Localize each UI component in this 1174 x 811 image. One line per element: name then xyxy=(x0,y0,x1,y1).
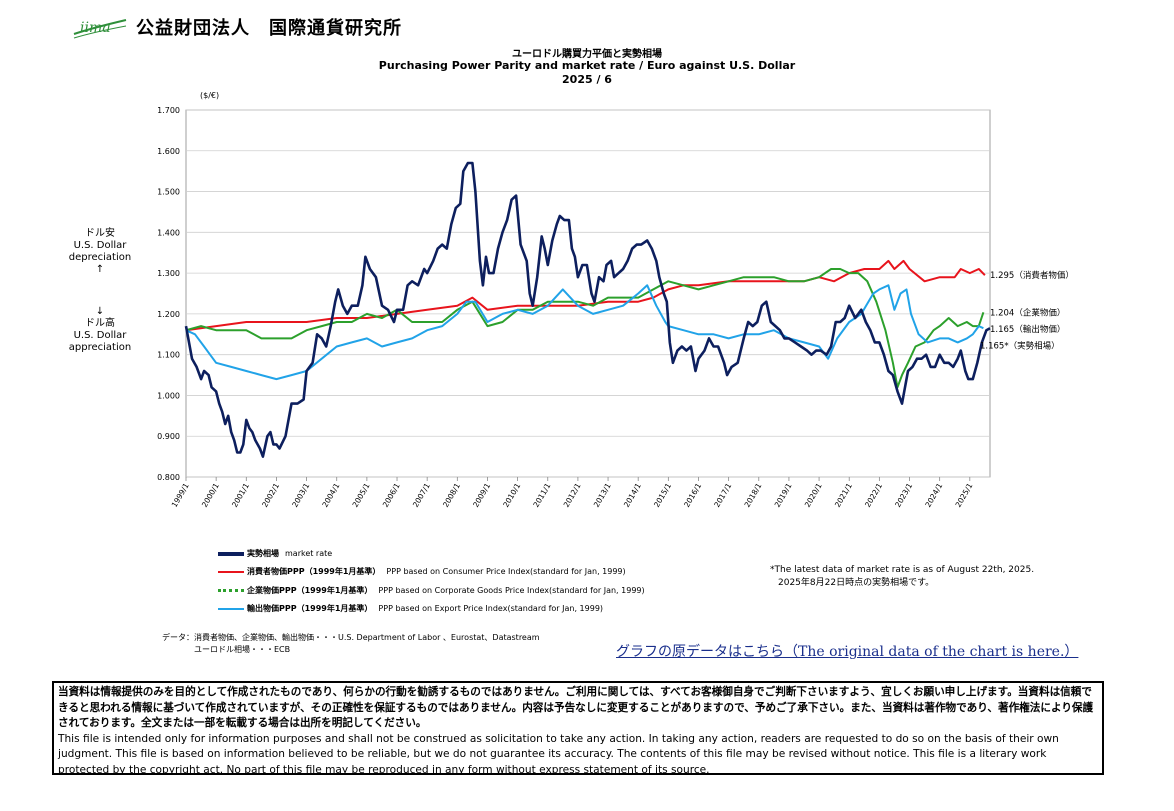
logo-text: iima xyxy=(80,20,111,36)
y-tick-label: 1.000 xyxy=(157,391,180,400)
y-tick-label: 1.700 xyxy=(157,106,180,115)
y-tick-label: 1.300 xyxy=(157,269,180,278)
x-tick-label: 2006/1 xyxy=(381,481,402,509)
end-value-label: 1.295（消費者物価） xyxy=(990,270,1074,281)
x-tick-label: 2019/1 xyxy=(773,481,794,509)
x-tick-label: 2010/1 xyxy=(501,481,522,509)
x-tick-label: 2014/1 xyxy=(622,481,643,509)
x-tick-label: 2023/1 xyxy=(893,481,914,509)
x-tick-label: 2005/1 xyxy=(351,481,372,509)
end-value-label: 1.204（企業物価） xyxy=(990,307,1065,318)
legend-item-cpi-ppp: 消費者物価PPP（1999年1月基準） PPP based on Consumer… xyxy=(218,566,626,577)
x-tick-label: 2002/1 xyxy=(260,481,281,509)
x-tick-label: 1999/1 xyxy=(170,481,191,509)
x-tick-label: 2018/1 xyxy=(743,481,764,509)
x-tick-label: 2004/1 xyxy=(320,481,341,509)
x-tick-label: 2016/1 xyxy=(682,481,703,509)
data-source: データ：消費者物価、企業物価、輸出物価・・・U.S. Department of… xyxy=(162,633,540,654)
x-tick-label: 2024/1 xyxy=(923,481,944,509)
latest-data-note: *The latest data of market rate is as of… xyxy=(770,565,1035,588)
legend-item-market-rate: 実勢相場 market rate xyxy=(218,548,332,559)
disclaimer-jp: 当資料は情報提供のみを目的として作成されたものであり、何らかの行動を勧誘するもの… xyxy=(58,686,1094,729)
chart-title-en: Purchasing Power Parity and market rate … xyxy=(378,59,796,72)
chart-title-jp: ユーロドル購買力平価と実勢相場 xyxy=(512,49,662,60)
legend-swatch xyxy=(218,570,244,573)
x-tick-label: 2007/1 xyxy=(411,481,432,509)
series-line-0 xyxy=(184,161,991,458)
legend-swatch xyxy=(218,551,244,556)
y-tick-label: 1.500 xyxy=(157,188,180,197)
x-tick-label: 2022/1 xyxy=(863,481,884,509)
x-tick-label: 2013/1 xyxy=(592,481,613,509)
disclaimer-box: 当資料は情報提供のみを目的として作成されたものであり、何らかの行動を勧誘するもの… xyxy=(52,681,1104,776)
end-value-label: 1.165*（実勢相場） xyxy=(980,341,1060,352)
dollar-depreciation-label: ドル安 U.S. Dollar depreciation ↑ xyxy=(68,228,132,275)
legend-swatch xyxy=(218,589,244,592)
iima-logo: iima xyxy=(73,19,127,39)
dollar-appreciation-label: ↓ ドル高 U.S. Dollar appreciation xyxy=(68,306,132,353)
x-tick-label: 2008/1 xyxy=(441,481,462,509)
series-line-3 xyxy=(185,284,984,381)
x-tick-label: 2017/1 xyxy=(712,481,733,509)
chart-date: 2025 / 6 xyxy=(562,73,612,86)
original-data-link[interactable]: グラフの原データはこちら（The original data of the ch… xyxy=(616,644,1079,660)
x-tick-label: 2009/1 xyxy=(471,481,492,509)
x-tick-label: 2011/1 xyxy=(531,481,552,509)
x-tick-label: 2021/1 xyxy=(833,481,854,509)
ppp-line-chart: 1.700 1.600 1.500 1.400 1.300 1.200 1.100 1.000… xyxy=(157,91,1074,509)
y-tick-label: 1.100 xyxy=(157,351,180,360)
x-tick-label: 2025/1 xyxy=(954,481,975,509)
x-tick-label: 2012/1 xyxy=(562,481,583,509)
y-tick-label: 1.600 xyxy=(157,147,180,156)
y-tick-label: 1.200 xyxy=(157,310,180,319)
x-tick-label: 2003/1 xyxy=(290,481,311,509)
y-axis-unit: ($/€) xyxy=(200,91,219,100)
x-tick-label: 2000/1 xyxy=(200,481,221,509)
x-tick-label: 2001/1 xyxy=(230,481,251,509)
organization-name: 公益財団法人 国際通貨研究所 xyxy=(136,18,402,39)
x-tick-label: 2020/1 xyxy=(803,481,824,509)
plot-area xyxy=(185,109,991,478)
y-tick-label: 1.400 xyxy=(157,228,180,237)
x-tick-label: 2015/1 xyxy=(652,481,673,509)
y-tick-label: 0.900 xyxy=(157,432,180,441)
disclaimer-en: This file is intended only for informati… xyxy=(58,732,1059,776)
legend-swatch xyxy=(218,607,244,610)
end-value-label: 1.165（輸出物価） xyxy=(990,324,1065,335)
legend-item-export-ppp: 輸出物価PPP（1999年1月基準） PPP based on Export Pr… xyxy=(218,603,603,614)
y-tick-label: 0.800 xyxy=(157,473,180,482)
legend-item-cgpi-ppp: 企業物価PPP（1999年1月基準） PPP based on Corporate… xyxy=(218,585,645,596)
